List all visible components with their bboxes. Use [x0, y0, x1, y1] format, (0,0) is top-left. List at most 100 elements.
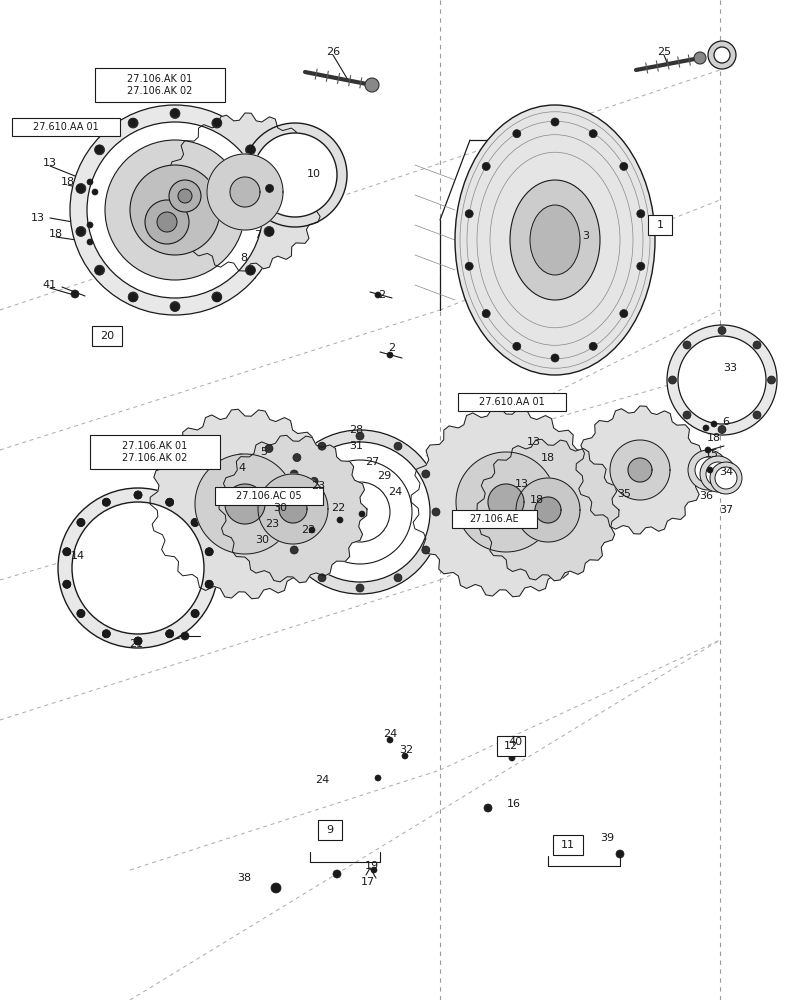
Text: 30: 30: [255, 535, 268, 545]
Circle shape: [212, 119, 221, 127]
Text: 23: 23: [311, 481, 324, 491]
Circle shape: [134, 637, 142, 645]
Circle shape: [171, 303, 178, 311]
Circle shape: [212, 292, 221, 302]
Circle shape: [102, 630, 110, 638]
Polygon shape: [476, 439, 618, 581]
Ellipse shape: [530, 205, 579, 275]
Circle shape: [693, 52, 705, 64]
Text: 23: 23: [264, 519, 279, 529]
Circle shape: [401, 753, 407, 759]
Circle shape: [87, 179, 93, 185]
Circle shape: [589, 342, 596, 350]
Circle shape: [130, 165, 220, 255]
Bar: [496, 736, 525, 756]
Circle shape: [245, 265, 255, 275]
Circle shape: [76, 184, 84, 192]
Text: 24: 24: [383, 729, 397, 739]
Polygon shape: [609, 440, 669, 500]
Text: 2: 2: [378, 290, 385, 300]
Circle shape: [752, 341, 760, 349]
Polygon shape: [258, 474, 328, 544]
Circle shape: [94, 145, 105, 155]
Circle shape: [87, 222, 93, 228]
Circle shape: [77, 518, 85, 526]
Text: 27.610.AA 01: 27.610.AA 01: [33, 122, 99, 132]
Circle shape: [293, 454, 301, 462]
Circle shape: [355, 584, 363, 592]
Text: 22: 22: [301, 525, 315, 535]
Polygon shape: [219, 435, 367, 583]
Circle shape: [242, 123, 346, 227]
Circle shape: [271, 883, 281, 893]
Circle shape: [253, 133, 337, 217]
Circle shape: [217, 444, 320, 548]
Circle shape: [220, 477, 228, 485]
Text: 33: 33: [722, 363, 736, 373]
Polygon shape: [165, 113, 324, 271]
Circle shape: [169, 180, 201, 212]
Polygon shape: [225, 484, 264, 524]
Text: 27.106.AE: 27.106.AE: [469, 514, 519, 524]
Circle shape: [393, 574, 401, 582]
Circle shape: [710, 421, 716, 427]
Bar: [457, 393, 565, 411]
Circle shape: [290, 546, 298, 554]
Text: 7: 7: [254, 230, 261, 240]
Circle shape: [212, 293, 221, 301]
Circle shape: [298, 505, 305, 511]
Circle shape: [102, 498, 110, 506]
Text: 37: 37: [718, 505, 732, 515]
Text: 25: 25: [656, 47, 670, 57]
Bar: [318, 820, 341, 840]
Circle shape: [165, 630, 174, 638]
Circle shape: [752, 411, 760, 419]
Text: 12: 12: [504, 741, 517, 751]
Text: 13: 13: [31, 213, 45, 223]
Text: 22: 22: [330, 503, 345, 513]
Circle shape: [320, 472, 400, 552]
Circle shape: [129, 293, 137, 301]
Circle shape: [128, 118, 138, 128]
Text: 3: 3: [581, 231, 589, 241]
Polygon shape: [627, 458, 651, 482]
Text: 36: 36: [698, 491, 712, 501]
Circle shape: [95, 266, 103, 274]
Circle shape: [365, 78, 379, 92]
Circle shape: [616, 850, 623, 858]
Text: 27: 27: [364, 457, 379, 467]
Text: 32: 32: [398, 745, 413, 755]
Circle shape: [707, 41, 735, 69]
Text: 24: 24: [388, 487, 401, 497]
Circle shape: [309, 527, 315, 533]
Text: 13: 13: [514, 479, 528, 489]
Circle shape: [94, 265, 105, 275]
Circle shape: [387, 737, 393, 743]
Polygon shape: [207, 154, 283, 230]
Circle shape: [318, 442, 325, 450]
Circle shape: [169, 108, 180, 118]
Circle shape: [465, 210, 473, 218]
Circle shape: [134, 637, 142, 645]
Circle shape: [636, 210, 644, 218]
Polygon shape: [575, 406, 703, 534]
Bar: [92, 326, 122, 346]
Text: 19: 19: [364, 861, 379, 871]
Ellipse shape: [509, 180, 599, 300]
Circle shape: [619, 162, 627, 170]
Circle shape: [687, 450, 727, 490]
Text: 9: 9: [326, 825, 333, 835]
Text: 18: 18: [530, 495, 543, 505]
Circle shape: [505, 746, 513, 754]
Circle shape: [165, 498, 174, 506]
Circle shape: [699, 456, 735, 492]
Circle shape: [70, 105, 280, 315]
Circle shape: [247, 146, 255, 154]
Text: 17: 17: [361, 877, 375, 887]
Circle shape: [310, 477, 318, 485]
Circle shape: [636, 262, 644, 270]
Circle shape: [75, 184, 86, 194]
Circle shape: [62, 548, 71, 556]
Circle shape: [264, 226, 274, 236]
Circle shape: [205, 580, 213, 588]
